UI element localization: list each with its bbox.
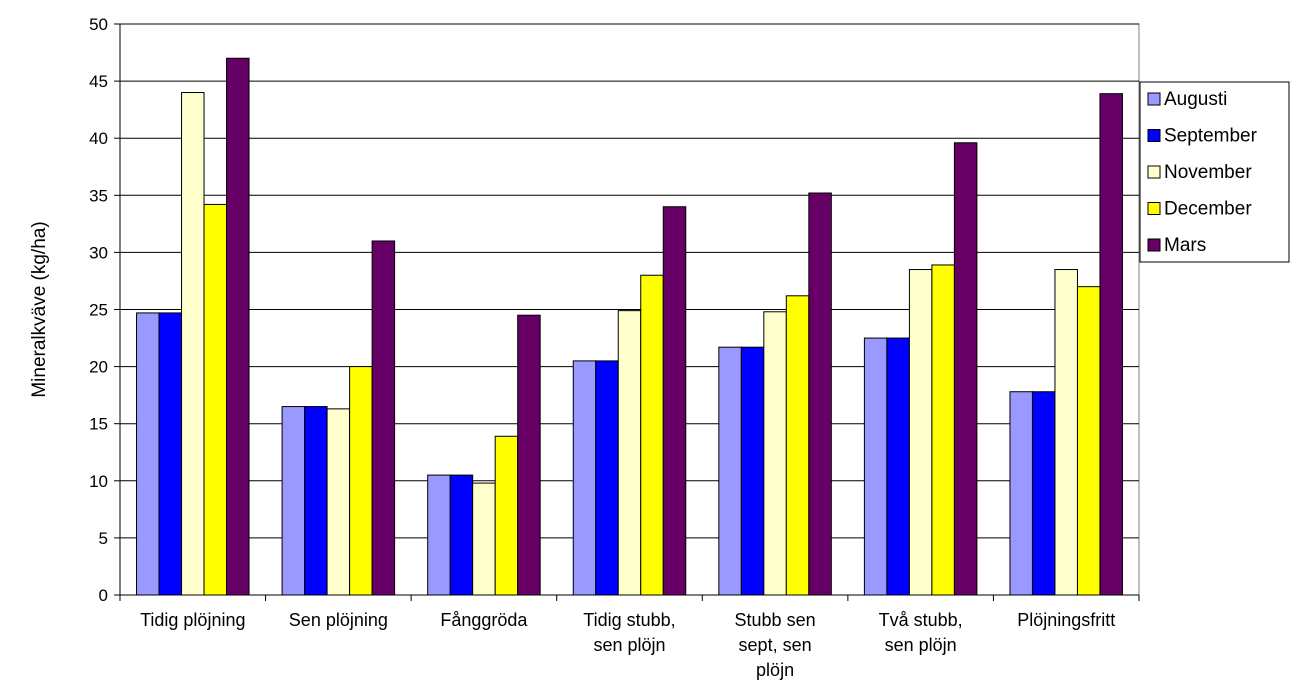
y-tick-label: 50 xyxy=(89,15,108,34)
y-tick-label: 40 xyxy=(89,129,108,148)
bar-mars xyxy=(662,206,687,596)
bar-september xyxy=(595,360,619,596)
y-tick-label: 25 xyxy=(89,301,108,320)
bar-november xyxy=(908,269,933,596)
y-tick-label: 10 xyxy=(89,472,108,491)
y-tick-labels: 0 5 10 15 20 25 30 35 40 45 50 xyxy=(89,15,108,605)
y-tick-label: 35 xyxy=(89,186,108,205)
bar-november xyxy=(617,310,642,596)
bar-mars xyxy=(1099,93,1123,596)
bar-augusti xyxy=(863,337,888,596)
bar-mars xyxy=(371,240,396,596)
legend: Augusti September November December Mars xyxy=(1139,81,1290,263)
bar-mars xyxy=(953,142,978,596)
legend-swatch xyxy=(1147,92,1161,106)
y-axis-label: Mineralkväve (kg/ha) xyxy=(29,221,50,397)
bar-september xyxy=(304,406,328,596)
bar-november xyxy=(181,92,205,596)
x-category-label: Tidig plöjning xyxy=(140,610,245,630)
x-category-label: Sen plöjning xyxy=(289,610,388,630)
legend-box xyxy=(1139,81,1290,263)
legend-swatch xyxy=(1147,165,1161,179)
y-tick-label: 20 xyxy=(89,358,108,377)
bar-mars xyxy=(517,314,541,596)
legend-swatch xyxy=(1147,238,1161,252)
bar-december xyxy=(640,274,664,596)
bar-december xyxy=(931,264,955,596)
bar-december xyxy=(494,435,519,596)
bar-augusti xyxy=(572,360,597,596)
y-tick-label: 0 xyxy=(99,586,108,605)
legend-label: November xyxy=(1164,162,1252,183)
axes xyxy=(114,23,1140,601)
x-category-label: Tidig stubb, sen plöjn xyxy=(583,610,675,655)
bar-december xyxy=(349,366,373,596)
y-tick-label: 30 xyxy=(89,243,108,262)
bar-augusti xyxy=(281,406,306,596)
legend-label: Mars xyxy=(1164,235,1206,256)
x-category-label: Stubb sen sept, sen plöjn xyxy=(735,610,816,680)
bar-november xyxy=(326,408,351,596)
legend-swatch xyxy=(1147,202,1161,215)
bar-december xyxy=(203,203,228,596)
bar-augusti xyxy=(1009,391,1033,596)
y-tick-label: 5 xyxy=(99,529,108,548)
x-category-label: Fånggröda xyxy=(440,610,528,630)
x-category-label: Plöjningsfritt xyxy=(1017,610,1115,630)
bar-september xyxy=(886,337,910,596)
bar-augusti xyxy=(427,474,451,596)
bar-november xyxy=(472,482,496,596)
bar-november xyxy=(1054,269,1078,596)
bar-augusti xyxy=(718,346,742,596)
legend-swatch xyxy=(1147,129,1161,142)
bar-september xyxy=(1031,391,1056,596)
legend-label: September xyxy=(1164,126,1258,147)
y-tick-label: 15 xyxy=(89,415,108,434)
bar-september xyxy=(740,346,765,596)
legend-label: December xyxy=(1164,199,1252,220)
bar-december xyxy=(785,295,810,596)
x-category-labels: Tidig plöjning Sen plöjning Fånggröda Tidig… xyxy=(140,610,1115,680)
bar-september xyxy=(449,474,474,596)
y-tick-label: 45 xyxy=(89,72,108,91)
bar-augusti xyxy=(136,312,160,596)
legend-label: Augusti xyxy=(1164,89,1227,110)
bar-mars xyxy=(226,57,250,596)
x-category-label: Två stubb, sen plöjn xyxy=(879,610,963,655)
bar-september xyxy=(158,312,183,596)
bar-november xyxy=(763,311,787,596)
bar-mars xyxy=(808,192,832,596)
bar-december xyxy=(1076,286,1101,596)
